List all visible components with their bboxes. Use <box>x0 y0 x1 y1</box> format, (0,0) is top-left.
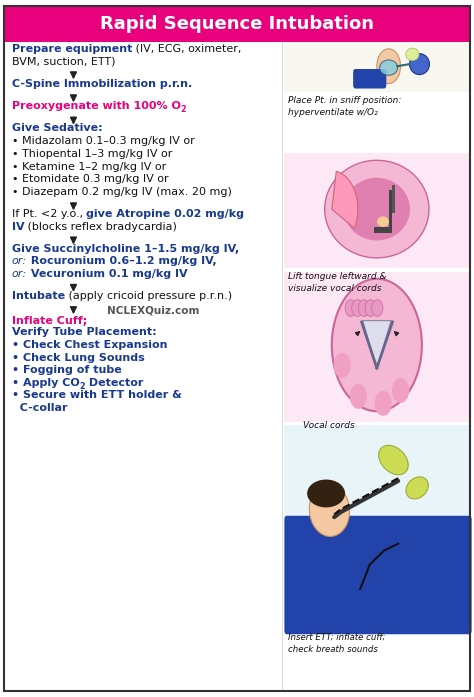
Bar <box>320 516 334 531</box>
Text: Lift tongue leftward &
visualize vocal cords: Lift tongue leftward & visualize vocal c… <box>288 272 387 293</box>
Text: Vecuronium 0.1 mg/kg IV: Vecuronium 0.1 mg/kg IV <box>27 269 188 279</box>
Text: • Apply CO: • Apply CO <box>12 378 80 388</box>
Bar <box>284 40 469 92</box>
Circle shape <box>392 378 409 403</box>
Circle shape <box>332 279 422 411</box>
Circle shape <box>334 353 351 378</box>
Text: • Secure with ETT holder &: • Secure with ETT holder & <box>12 390 182 400</box>
Ellipse shape <box>344 178 410 240</box>
Ellipse shape <box>310 484 349 537</box>
Text: Give Succinylcholine 1–1.5 mg/kg IV,: Give Succinylcholine 1–1.5 mg/kg IV, <box>12 244 239 254</box>
Wedge shape <box>332 171 358 228</box>
Text: Vocal cords: Vocal cords <box>303 421 355 430</box>
Circle shape <box>372 300 383 316</box>
Text: Intubate: Intubate <box>12 291 65 301</box>
Circle shape <box>375 391 392 416</box>
Text: • Thiopental 1–3 mg/kg IV or: • Thiopental 1–3 mg/kg IV or <box>12 149 172 159</box>
Text: 2: 2 <box>80 382 85 390</box>
Text: Verify Tube Placement:: Verify Tube Placement: <box>12 328 156 337</box>
Text: (IV, ECG, oximeter,: (IV, ECG, oximeter, <box>132 44 242 54</box>
Bar <box>284 153 469 268</box>
Text: • Fogging of tube: • Fogging of tube <box>12 365 122 375</box>
Text: • Check Chest Expansion: • Check Chest Expansion <box>12 340 167 350</box>
Circle shape <box>350 384 367 409</box>
Text: give Atropine 0.02 mg/kg: give Atropine 0.02 mg/kg <box>86 209 245 219</box>
Bar <box>389 190 392 231</box>
Text: or:: or: <box>12 256 27 266</box>
Text: • Diazepam 0.2 mg/kg IV (max. 20 mg): • Diazepam 0.2 mg/kg IV (max. 20 mg) <box>12 187 232 197</box>
Text: Rocuronium 0.6–1.2 mg/kg IV,: Rocuronium 0.6–1.2 mg/kg IV, <box>27 256 217 266</box>
Ellipse shape <box>380 60 398 75</box>
Text: Prepare equipment: Prepare equipment <box>12 44 132 54</box>
Bar <box>4 6 470 42</box>
Circle shape <box>352 300 363 316</box>
Text: C-collar: C-collar <box>12 403 67 413</box>
Text: Place Pt. in sniff position:
hyperventilate w/O₂: Place Pt. in sniff position: hyperventil… <box>288 96 401 117</box>
Text: Preoxygenate with 100% O: Preoxygenate with 100% O <box>12 101 181 111</box>
Text: Detector: Detector <box>85 378 144 388</box>
Ellipse shape <box>406 48 419 61</box>
Ellipse shape <box>406 477 428 499</box>
Text: • Ketamine 1–2 mg/kg IV or: • Ketamine 1–2 mg/kg IV or <box>12 162 166 171</box>
Text: Inflate Cuff;: Inflate Cuff; <box>12 316 87 325</box>
Text: • Etomidate 0.3 mg/kg IV or: • Etomidate 0.3 mg/kg IV or <box>12 174 168 184</box>
Ellipse shape <box>307 480 345 507</box>
Bar <box>392 185 395 213</box>
Text: • Midazolam 0.1–0.3 mg/kg IV or: • Midazolam 0.1–0.3 mg/kg IV or <box>12 137 195 146</box>
Text: Rapid Sequence Intubation: Rapid Sequence Intubation <box>100 15 374 33</box>
Text: (blocks reflex bradycardia): (blocks reflex bradycardia) <box>25 222 177 231</box>
FancyBboxPatch shape <box>353 69 386 89</box>
Text: (apply cricoid pressure p.r.n.): (apply cricoid pressure p.r.n.) <box>65 291 232 301</box>
Circle shape <box>358 300 370 316</box>
Text: 2: 2 <box>181 105 186 114</box>
Ellipse shape <box>410 54 429 75</box>
Ellipse shape <box>325 160 429 258</box>
Text: Give Sedative:: Give Sedative: <box>12 123 102 133</box>
Text: • Check Lung Sounds: • Check Lung Sounds <box>12 353 145 362</box>
Bar <box>284 425 469 631</box>
Circle shape <box>345 300 356 316</box>
FancyBboxPatch shape <box>284 516 472 634</box>
Text: or:: or: <box>12 269 27 279</box>
Text: NCLEXQuiz.com: NCLEXQuiz.com <box>107 306 199 316</box>
Bar <box>284 272 469 422</box>
Ellipse shape <box>377 216 389 227</box>
Text: C-Spine Immobilization p.r.n.: C-Spine Immobilization p.r.n. <box>12 79 192 89</box>
Ellipse shape <box>379 445 408 475</box>
Bar <box>374 227 392 233</box>
Circle shape <box>377 49 401 84</box>
Text: BVM, suction, ETT): BVM, suction, ETT) <box>12 56 115 66</box>
Text: Insert ETT; inflate cuff;
check breath sounds: Insert ETT; inflate cuff; check breath s… <box>288 633 385 654</box>
Polygon shape <box>363 321 391 369</box>
Text: If Pt. <2 y.o.,: If Pt. <2 y.o., <box>12 209 86 219</box>
Text: IV: IV <box>12 222 25 231</box>
Circle shape <box>365 300 376 316</box>
